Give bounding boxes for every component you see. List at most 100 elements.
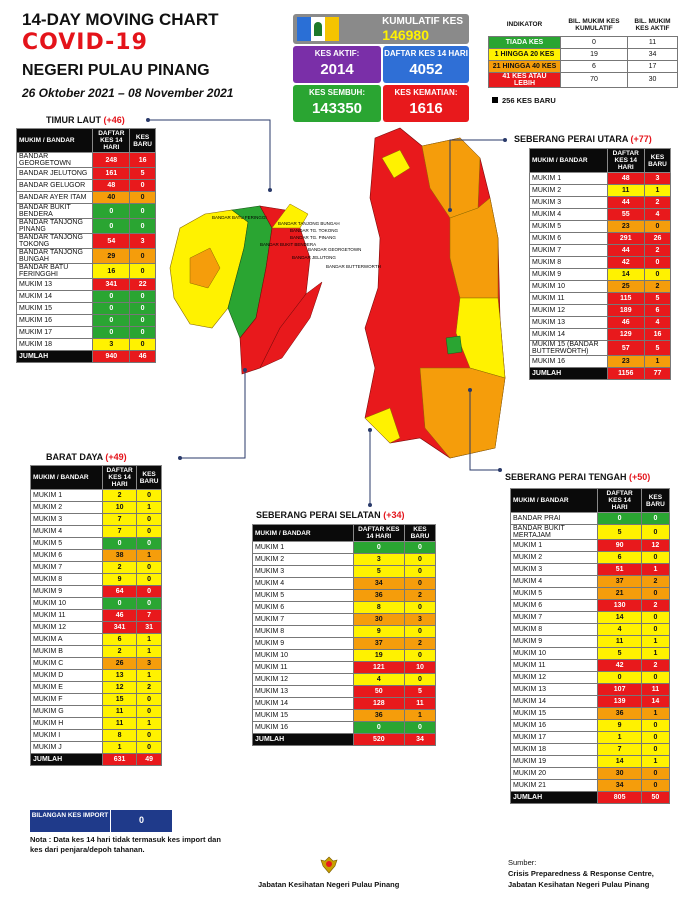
- baru-cell: 0: [136, 561, 162, 574]
- mukim-name: MUKIM 14: [252, 697, 354, 710]
- table-row: MUKIM 13 107 11: [509, 683, 671, 696]
- daftar-cell: 341: [92, 278, 131, 291]
- col-baru: KES BARU: [643, 148, 672, 173]
- baru-cell: 16: [643, 328, 672, 341]
- baru-cell: 1: [640, 707, 671, 720]
- indicator-row: 1 HINGGA 20 KES 19 34: [488, 47, 679, 61]
- baru-cell: 0: [403, 541, 437, 554]
- baru-cell: 26: [643, 232, 672, 245]
- table-row: MUKIM 6 291 26: [529, 232, 672, 245]
- mukim-name: MUKIM 7: [252, 613, 354, 626]
- footer-agency: Jabatan Kesihatan Negeri Pulau Pinang: [258, 880, 400, 889]
- import-label: BILANGAN KES IMPORT: [31, 812, 109, 819]
- daftar-cell: 2: [102, 645, 138, 658]
- barat-daya-title: BARAT DAYA (+49): [46, 452, 127, 462]
- daftar-cell: 29: [92, 248, 131, 264]
- header-covid-title: COVID-19: [22, 30, 148, 55]
- daftar-cell: 36: [352, 589, 405, 602]
- mukim-name: MUKIM 6: [509, 599, 599, 612]
- map-label-tanjong-bungah: BANDAR TANJONG BUNGAH: [278, 221, 340, 226]
- table-row: MUKIM D 13 1: [29, 669, 162, 682]
- baru-cell: 0: [403, 721, 437, 734]
- daftar-cell: 2: [102, 561, 138, 574]
- mainland-green-patch: [445, 335, 463, 355]
- sembuh-box: KES SEMBUH: 143350: [293, 85, 381, 122]
- mukim-name: MUKIM 13: [509, 683, 599, 696]
- indicator-label: 41 KES ATAU LEBIH: [488, 71, 561, 88]
- baru-cell: 1: [640, 563, 671, 576]
- daftar-cell: 121: [352, 661, 405, 674]
- daftar-cell: 291: [606, 232, 645, 245]
- baru-cell: 1: [643, 355, 672, 368]
- daftar-cell: 0: [597, 512, 642, 525]
- kematian-label: KES KEMATIAN:: [394, 88, 458, 97]
- daftar-cell: 5: [597, 524, 642, 540]
- footer-source-line1: Crisis Preparedness & Response Centre,: [508, 869, 654, 878]
- map-label-tg-tokong: BANDAR TG. TOKONG: [290, 228, 339, 233]
- daftar-cell: 6: [597, 551, 642, 564]
- table-row: BANDAR BUKIT BENDERA 0 0: [15, 203, 156, 219]
- indicator-row: 21 HINGGA 40 KES 6 17: [488, 59, 679, 73]
- mukim-name: MUKIM 17: [509, 731, 599, 744]
- daftar-cell: 6: [102, 633, 138, 646]
- state-flag: [297, 17, 339, 41]
- daftar-cell: 107: [597, 683, 642, 696]
- daftar-cell: 0: [92, 218, 131, 234]
- daftar-cell: 129: [606, 328, 645, 341]
- daftar-cell: 14: [597, 611, 642, 624]
- table-row: MUKIM E 12 2: [29, 681, 162, 694]
- baru-cell: 0: [129, 314, 156, 327]
- aktif-box: KES AKTIF: 2014: [293, 46, 381, 83]
- kumulatif-value: 146980: [382, 27, 429, 43]
- header-date-range: 26 Oktober 2021 – 08 November 2021: [22, 86, 234, 100]
- total-baru: 50: [640, 791, 671, 804]
- baru-cell: 5: [643, 340, 672, 356]
- indicator-legend: INDIKATOR BIL. MUKIM KES KUMULATIF BIL. …: [488, 14, 679, 88]
- baru-cell: 16: [129, 152, 156, 168]
- mukim-name: MUKIM 14: [15, 290, 94, 303]
- table-row: MUKIM 4 37 2: [509, 575, 671, 588]
- indicator-label: 1 HINGGA 20 KES: [488, 47, 561, 61]
- timur-laut-title-text: TIMUR LAUT: [46, 115, 101, 125]
- mukim-name: MUKIM G: [29, 705, 104, 718]
- mukim-name: MUKIM 7: [529, 244, 608, 257]
- baru-cell: 0: [136, 597, 162, 610]
- daftar-cell: 11: [597, 635, 642, 648]
- baru-cell: 5: [643, 292, 672, 305]
- daftar-cell: 11: [606, 184, 645, 197]
- baru-cell: 0: [129, 290, 156, 303]
- baru-cell: 31: [136, 621, 162, 634]
- indicator-col3: BIL. MUKIM KES AKTIF: [634, 17, 671, 32]
- daftar-cell: 139: [597, 695, 642, 708]
- table-row: MUKIM 6 38 1: [29, 549, 162, 562]
- indicator-label: 21 HINGGA 40 KES: [488, 59, 561, 73]
- table-row: MUKIM 12 189 6: [529, 304, 672, 317]
- mukim-name: MUKIM 16: [529, 355, 608, 368]
- baru-cell: 5: [403, 685, 437, 698]
- sp-tengah-title: SEBERANG PERAI TENGAH (+50): [505, 472, 650, 482]
- timur-laut-title: TIMUR LAUT (+46): [46, 115, 125, 125]
- daftar-cell: 44: [606, 244, 645, 257]
- mukim-name: MUKIM 11: [509, 659, 599, 672]
- mukim-name: MUKIM 9: [529, 268, 608, 281]
- daftar-cell: 9: [102, 573, 138, 586]
- daftar-cell: 0: [597, 671, 642, 684]
- daftar-cell: 44: [606, 196, 645, 209]
- daftar-cell: 34: [597, 779, 642, 792]
- mukim-name: MUKIM 18: [509, 743, 599, 756]
- sp-selatan-table: MUKIM / BANDAR DAFTAR KES 14 HARI KES BARU…: [252, 524, 437, 746]
- mukim-name: MUKIM 2: [252, 553, 354, 566]
- daftar-cell: 50: [352, 685, 405, 698]
- table-row: BANDAR TANJONG BUNGAH 29 0: [15, 248, 156, 264]
- baru-cell: 12: [640, 539, 671, 552]
- indicator-aktif: 17: [626, 59, 679, 73]
- mukim-name: MUKIM 4: [29, 525, 104, 538]
- mukim-name: MUKIM C: [29, 657, 104, 670]
- mukim-name: MUKIM 5: [252, 589, 354, 602]
- baru-cell: 0: [129, 338, 156, 351]
- baru-cell: 3: [403, 613, 437, 626]
- mukim-name: MUKIM 13: [252, 685, 354, 698]
- mukim-name: MUKIM 5: [29, 537, 104, 550]
